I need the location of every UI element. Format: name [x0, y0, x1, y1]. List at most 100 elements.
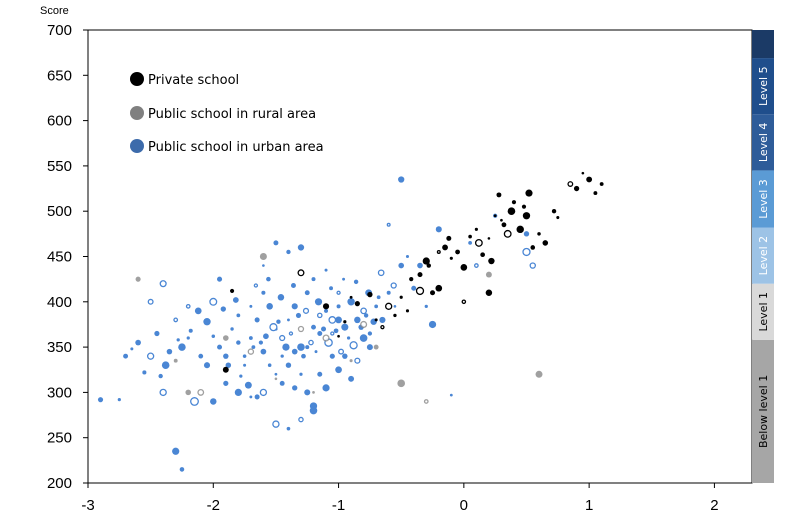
point-public-school-in-urban-area — [220, 306, 226, 312]
point-public-school-in-urban-area — [428, 320, 437, 329]
point-private-school — [511, 200, 517, 205]
point-private-school — [496, 192, 502, 198]
point-public-school-in-urban-area — [260, 348, 267, 355]
x-tick-label-3: 0 — [460, 497, 468, 514]
point-public-school-in-urban-area — [424, 304, 428, 308]
point-public-school-in-urban-area — [342, 353, 348, 359]
point-public-school-in-urban-area — [295, 312, 302, 318]
point-public-school-in-urban-area — [286, 426, 291, 431]
point-public-school-in-urban-area — [366, 344, 373, 351]
point-private-school — [367, 291, 373, 298]
point-public-school-in-urban-area — [179, 467, 185, 472]
point-public-school-in-urban-area — [386, 222, 391, 227]
point-public-school-in-urban-area — [211, 334, 216, 338]
point-public-school-in-urban-area — [291, 303, 298, 310]
point-public-school-in-urban-area — [97, 397, 104, 403]
point-private-school — [485, 289, 493, 296]
point-public-school-in-urban-area — [302, 307, 310, 314]
x-axis-ticks: -3 -2 -1 0 1 2 — [81, 483, 719, 514]
point-public-school-in-urban-area — [277, 294, 285, 301]
point-public-school-in-urban-area — [360, 307, 368, 315]
point-public-school-in-urban-area — [274, 372, 278, 376]
y-tick-label-0: 700 — [47, 22, 72, 39]
point-public-school-in-urban-area — [230, 327, 234, 331]
point-public-school-in-urban-area — [259, 388, 268, 397]
point-public-school-in-urban-area — [363, 313, 369, 318]
band-label-2: Level 2 — [757, 236, 770, 276]
point-public-school-in-urban-area — [154, 330, 160, 337]
point-public-school-in-urban-area — [435, 226, 442, 233]
plot-area — [87, 29, 753, 484]
point-private-school — [599, 182, 604, 186]
point-public-school-in-urban-area — [348, 375, 355, 382]
band-label-4: Level 4 — [757, 123, 770, 163]
point-public-school-in-urban-area — [269, 323, 278, 332]
point-public-school-in-urban-area — [236, 313, 241, 318]
point-public-school-in-urban-area — [173, 317, 179, 323]
point-public-school-in-urban-area — [236, 340, 241, 345]
point-public-school-in-urban-area — [335, 366, 342, 374]
point-public-school-in-urban-area — [225, 362, 232, 368]
point-public-school-in-urban-area — [311, 324, 316, 330]
band-label-3: Level 3 — [757, 179, 770, 219]
legend: Private school Public school in rural are… — [130, 72, 324, 155]
point-public-school-in-rural-area — [222, 335, 229, 341]
point-public-school-in-urban-area — [286, 249, 291, 255]
band-6 — [752, 30, 774, 59]
point-public-school-in-urban-area — [309, 406, 318, 415]
point-public-school-in-urban-area — [290, 283, 296, 288]
point-public-school-in-urban-area — [190, 397, 199, 406]
point-public-school-in-urban-area — [185, 303, 191, 309]
point-public-school-in-urban-area — [346, 336, 351, 340]
point-public-school-in-urban-area — [374, 304, 379, 309]
point-public-school-in-urban-area — [301, 353, 306, 359]
legend-label-0: Private school — [148, 73, 239, 88]
point-private-school — [501, 222, 507, 228]
point-public-school-in-urban-area — [297, 244, 305, 251]
point-public-school-in-urban-area — [336, 304, 341, 309]
point-private-school — [542, 240, 549, 246]
point-public-school-in-urban-area — [305, 345, 310, 350]
band-label-1: Level 1 — [757, 292, 770, 332]
point-private-school — [297, 269, 305, 277]
point-public-school-in-urban-area — [279, 380, 285, 386]
point-public-school-in-urban-area — [198, 353, 204, 359]
point-private-school — [581, 171, 585, 175]
point-public-school-in-urban-area — [291, 348, 298, 355]
point-public-school-in-urban-area — [161, 361, 170, 370]
point-private-school — [468, 234, 472, 239]
point-public-school-in-urban-area — [249, 395, 253, 399]
point-public-school-in-urban-area — [322, 384, 330, 392]
band-label-5: Level 5 — [757, 66, 770, 106]
point-private-school — [354, 301, 360, 307]
band-0 — [752, 339, 774, 483]
point-private-school — [435, 284, 443, 292]
point-private-school — [586, 176, 593, 183]
point-public-school-in-urban-area — [251, 345, 256, 350]
point-public-school-in-urban-area — [280, 354, 284, 358]
point-private-school — [455, 249, 460, 255]
point-public-school-in-rural-area — [173, 358, 178, 363]
point-public-school-in-urban-area — [316, 312, 323, 319]
point-public-school-in-rural-area — [312, 391, 315, 394]
point-public-school-in-urban-area — [146, 352, 155, 360]
point-public-school-in-urban-area — [321, 326, 327, 332]
point-public-school-in-urban-area — [142, 370, 147, 375]
point-public-school-in-urban-area — [261, 290, 266, 295]
point-public-school-in-urban-area — [390, 282, 397, 289]
point-public-school-in-urban-area — [209, 297, 218, 306]
point-public-school-in-rural-area — [197, 388, 205, 396]
point-public-school-in-urban-area — [449, 393, 453, 397]
point-public-school-in-urban-area — [299, 372, 303, 376]
point-public-school-in-urban-area — [266, 276, 271, 282]
point-public-school-in-urban-area — [522, 247, 531, 257]
point-private-school — [487, 237, 491, 240]
point-public-school-in-urban-area — [272, 420, 280, 428]
point-public-school-in-urban-area — [249, 304, 253, 308]
y-tick-label-2: 600 — [47, 113, 72, 130]
point-public-school-in-urban-area — [308, 339, 314, 346]
point-public-school-in-rural-area — [185, 389, 192, 396]
point-public-school-in-urban-area — [333, 328, 339, 334]
point-public-school-in-urban-area — [223, 380, 229, 386]
point-public-school-in-urban-area — [398, 176, 405, 183]
